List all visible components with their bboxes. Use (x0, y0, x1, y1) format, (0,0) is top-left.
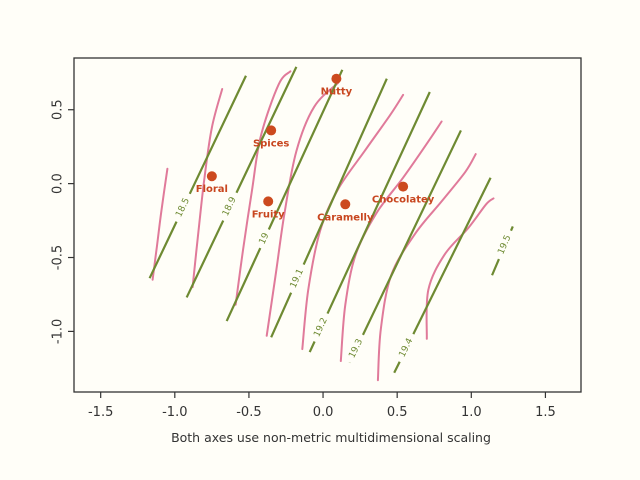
contour-line-19.4-lower (393, 361, 401, 374)
y-tick-label: 0.5 (51, 99, 66, 120)
contour-line-19-lower (225, 247, 262, 322)
smooth-contour-7 (376, 153, 477, 382)
point-label: Floral (196, 184, 228, 195)
smooth-contour-8 (425, 197, 495, 340)
contour-line-19.1-lower (270, 292, 293, 338)
point-label: Nutty (321, 87, 353, 98)
point-label: Caramelly (317, 212, 374, 223)
point-label: Chocolatey (372, 195, 435, 206)
x-tick-label: -1.0 (162, 405, 187, 420)
x-tick-label: 0.0 (313, 405, 334, 420)
point-fruity (263, 196, 274, 207)
contour-line-19.5-upper (509, 226, 514, 232)
smooth-contour-4 (265, 82, 339, 337)
point-nutty (331, 73, 342, 84)
contour-line-19.3-upper (361, 129, 462, 336)
contour-line-18.5-lower (148, 221, 178, 279)
point-label: Fruity (252, 209, 285, 220)
contour-label: 18.5 (174, 197, 192, 219)
x-tick-label: 1.0 (461, 405, 482, 420)
contour-line-19.2-lower (308, 341, 316, 353)
contour-line-19.5-lower (491, 258, 500, 276)
point-floral (206, 171, 217, 182)
contour-label: 19.2 (312, 316, 329, 338)
smooth-contour-6 (339, 120, 443, 362)
contour-label: 19.4 (398, 336, 416, 359)
contour-label: 19.3 (347, 338, 365, 360)
y-tick-label: -0.5 (51, 245, 66, 270)
contour-line-19.2-upper (326, 91, 431, 315)
contour-line-19.1-upper (302, 78, 388, 266)
y-tick-label: 0.0 (51, 173, 66, 194)
point-spices (266, 125, 277, 136)
y-tick-label: -1.0 (51, 319, 66, 344)
smooth-contour-1 (151, 167, 169, 281)
contour-line-18.9-lower (185, 220, 225, 298)
point-caramelly (340, 199, 351, 210)
smooth-contour-2 (191, 88, 224, 289)
plot-frame (73, 57, 582, 393)
x-tick-label: -1.5 (88, 405, 113, 420)
x-tick-label: 0.5 (387, 405, 408, 420)
point-label: Spices (253, 138, 289, 149)
contour-line-18.5-upper (188, 75, 247, 195)
contour-label: 19.5 (496, 234, 513, 256)
contour-line-19-upper (267, 69, 344, 230)
contour-label: 18.9 (221, 195, 239, 218)
axes: -1.5 -1.0 -0.5 0.0 0.5 1.0 1.5 -1.0 -0.5 0.0 0.5 (51, 99, 556, 420)
smooth-contour-3 (234, 70, 292, 306)
contour-label: 19 (258, 231, 272, 246)
data-points: Nutty Spices Floral Chocolatey Fruity Caramel… (196, 73, 435, 223)
contour-label: 19.1 (289, 267, 306, 289)
x-tick-label: 1.5 (535, 405, 556, 420)
contour-line-19.4-upper (412, 177, 492, 335)
x-axis-title: Both axes use non-metric multidimensiona… (171, 430, 491, 445)
x-tick-label: -0.5 (236, 405, 261, 420)
point-chocolatey (398, 181, 409, 192)
